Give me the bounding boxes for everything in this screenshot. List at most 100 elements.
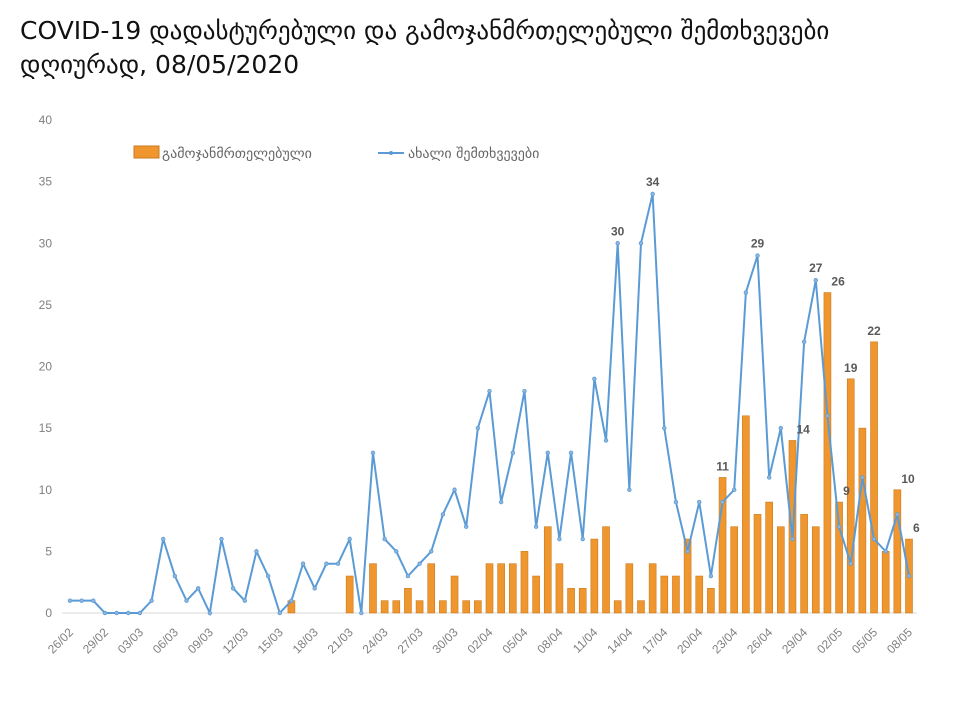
line-point	[335, 561, 341, 566]
x-tick-label: 14/04	[604, 625, 635, 656]
bar	[858, 427, 867, 614]
bar	[730, 526, 739, 614]
bar	[392, 600, 401, 614]
line-point	[440, 512, 446, 517]
y-tick-label: 0	[45, 606, 52, 620]
bar	[742, 415, 750, 614]
bar	[485, 563, 494, 614]
line-point	[615, 241, 620, 246]
bar	[532, 575, 540, 614]
line-point	[580, 536, 585, 542]
line-point	[662, 425, 667, 431]
bar	[369, 563, 377, 614]
line-point	[743, 290, 749, 295]
bar-data-label: 9	[843, 484, 850, 498]
y-tick-label: 40	[39, 113, 53, 127]
line-point	[417, 561, 422, 566]
line-point	[650, 191, 655, 197]
line-point	[452, 487, 457, 492]
x-tick-label: 12/03	[220, 625, 251, 656]
x-tick-label: 20/04	[674, 625, 705, 656]
x-tick-label: 23/04	[709, 625, 740, 656]
line-point	[161, 536, 166, 542]
line-point	[568, 450, 574, 455]
line-point	[720, 499, 725, 505]
line-point	[778, 425, 784, 431]
line-point	[79, 598, 84, 603]
bar	[404, 588, 412, 614]
bar	[637, 600, 645, 614]
line-series	[67, 191, 912, 617]
bar	[474, 600, 482, 614]
bar	[823, 292, 832, 614]
bar-data-label: 6	[913, 521, 920, 535]
line-point	[312, 586, 317, 591]
x-tick-label: 21/03	[325, 625, 356, 656]
bar-data-label: 11	[716, 459, 729, 473]
bar	[509, 563, 517, 614]
bar	[520, 551, 529, 614]
bar-data-label: 22	[867, 324, 881, 338]
bar	[881, 551, 890, 614]
x-tick-label: 03/03	[115, 625, 146, 656]
x-tick-label: 26/04	[744, 625, 775, 656]
bar	[380, 600, 389, 614]
legend-label-bar: გამოჯანმრთელებული	[162, 145, 312, 162]
line-point	[522, 388, 527, 394]
y-tick-label: 15	[39, 421, 53, 435]
chart-title: COVID-19 დადასტურებული და გამოჯანმრთელებ…	[20, 16, 830, 79]
x-tick-label: 08/04	[534, 625, 565, 656]
line-point	[114, 610, 119, 616]
x-tick-label: 26/02	[45, 625, 76, 656]
line-point	[895, 512, 900, 517]
bar-data-label: 14	[796, 422, 810, 436]
line-point	[394, 549, 399, 554]
line-point	[207, 610, 213, 616]
line-point	[708, 573, 714, 579]
x-tick-label: 05/05	[849, 625, 880, 656]
line-point	[603, 438, 609, 443]
line-point	[825, 413, 830, 418]
bar	[660, 575, 669, 614]
bar-data-label: 26	[831, 275, 845, 289]
bar	[718, 477, 727, 614]
bar	[707, 588, 715, 614]
line-point	[801, 339, 807, 345]
line-point	[277, 610, 282, 616]
line-point	[498, 499, 504, 505]
bar	[590, 538, 599, 614]
legend: გამოჯანმრთელებული ახალი შემთხვევები	[133, 145, 539, 162]
x-tick-label: 24/03	[360, 625, 391, 656]
bar	[811, 526, 820, 614]
line-point	[906, 573, 912, 579]
line-point	[67, 598, 73, 603]
bar	[835, 501, 843, 614]
y-tick-label: 25	[39, 298, 53, 312]
line-point	[755, 253, 760, 258]
line-point	[545, 450, 550, 455]
line-point	[475, 425, 481, 431]
line-point	[347, 536, 352, 542]
line-point	[673, 499, 679, 505]
bar	[613, 600, 622, 614]
legend-label-line: ახალი შემთხვევები	[408, 146, 539, 162]
line-point	[429, 549, 434, 554]
x-axis: 26/02 29/02 03/03 06/03 09/03 12/03 15/03 18/03…	[45, 625, 915, 656]
line-point	[265, 573, 271, 579]
line-data-label: 27	[809, 261, 823, 275]
line-point	[510, 450, 516, 455]
x-tick-label: 02/05	[814, 625, 845, 656]
line-point	[382, 536, 387, 542]
line-point	[592, 376, 597, 382]
bar	[893, 489, 902, 614]
x-tick-label: 15/03	[255, 625, 286, 656]
bar-data-label: 19	[844, 361, 858, 375]
line-point	[627, 487, 632, 492]
bar	[800, 514, 808, 614]
y-tick-label: 5	[45, 544, 52, 558]
line-point	[359, 610, 364, 616]
line-point	[289, 598, 294, 603]
x-tick-label: 09/03	[185, 625, 216, 656]
line-point	[172, 573, 178, 579]
